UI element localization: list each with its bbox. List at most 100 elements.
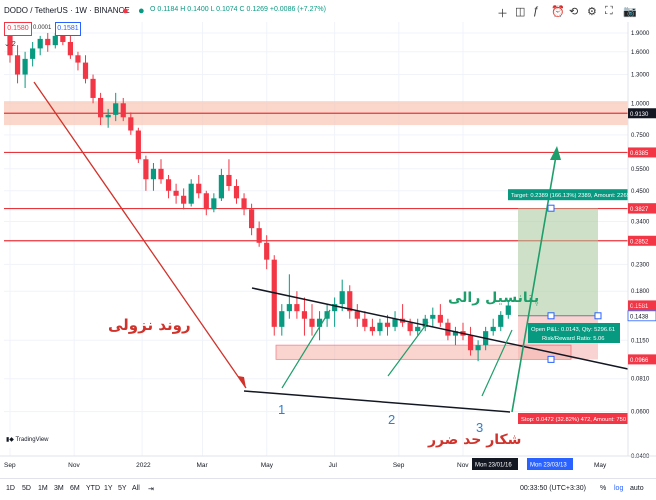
range-1y[interactable]: 1Y	[104, 485, 113, 492]
position-handle	[547, 312, 555, 320]
candle-up	[105, 114, 111, 118]
candle-down	[173, 190, 179, 196]
candle-down	[14, 55, 21, 75]
ask-price-button[interactable]: 0.1581	[55, 22, 81, 36]
candle-down	[196, 183, 202, 194]
candle-down	[467, 335, 474, 351]
spread-value: 0.0001	[33, 25, 52, 31]
candle-up	[316, 318, 323, 327]
percent-toggle[interactable]: %	[600, 485, 607, 492]
time-highlight-start-bg	[472, 458, 518, 470]
range-5d[interactable]: 5D	[22, 485, 31, 492]
time-tick-label: Nov	[68, 462, 80, 469]
replay-icon[interactable]: ⟲	[569, 6, 579, 18]
candle-down	[45, 38, 51, 46]
tradingview-logo[interactable]: ▮◆ TradingView	[4, 432, 54, 448]
time-tick-label: Sep	[393, 462, 405, 469]
candle-down	[75, 55, 81, 63]
candle-down	[347, 291, 353, 312]
candle-up	[422, 318, 428, 327]
candle-down	[445, 322, 451, 336]
clock[interactable]: 00:33:50 (UTC+3:30)	[520, 485, 586, 492]
stop-label: Stop: 0.0472 (32.82%) 472, Amount: 750	[521, 417, 626, 423]
position-handle	[547, 204, 555, 212]
fullscreen-icon[interactable]: ⛶	[605, 5, 613, 17]
bid-price-button[interactable]: 0.1580	[4, 22, 32, 36]
symbol-title[interactable]: DODO / TetherUS · 1W · BINANCE	[4, 6, 130, 15]
range-all[interactable]: All	[132, 485, 140, 492]
settings-icon[interactable]: ⚙	[587, 6, 597, 18]
price-tag-bg	[628, 108, 656, 119]
indicators-icon[interactable]: ƒ	[533, 5, 540, 17]
price-tick-label: 0.5500	[631, 167, 650, 173]
price-tick-label: 0.3400	[631, 220, 650, 226]
price-tick-label: 0.4500	[631, 189, 650, 195]
time-tick-label: May	[261, 462, 274, 469]
candle-up	[218, 174, 224, 199]
price-tick-label: 0.0810	[631, 377, 650, 383]
position-handle	[547, 355, 555, 363]
upper-trendline	[251, 287, 629, 370]
candle-up	[30, 48, 36, 59]
candle-down	[233, 186, 240, 199]
price-tick-label: 0.1150	[631, 338, 650, 344]
candle-down	[158, 168, 164, 180]
time-highlight-start: Mon 23/01/16	[475, 463, 512, 469]
candle-down	[354, 311, 360, 319]
time-tick-label: Nov	[457, 462, 469, 469]
hide-icon[interactable]: ◫	[515, 6, 526, 18]
range-1m[interactable]: 1M	[38, 485, 48, 492]
candle-down	[181, 195, 187, 204]
rally-label: پتانسیل رالی	[448, 290, 539, 306]
price-tag-bg	[628, 147, 656, 158]
candle-down	[264, 242, 270, 260]
stop-label-bg	[518, 413, 630, 424]
candle-down	[135, 130, 141, 160]
price-tick-label: 0.1800	[631, 289, 650, 295]
candle-up	[415, 326, 421, 332]
candle-up	[211, 198, 217, 210]
tradingview-label: TradingView	[15, 437, 49, 443]
price-tick-label: 0.2300	[631, 262, 650, 268]
price-tick-label: 0.0400	[631, 454, 650, 460]
rally-arrowhead	[550, 146, 561, 160]
candle-down	[67, 41, 73, 56]
candle-up	[430, 314, 436, 319]
candle-up	[150, 168, 157, 180]
position-handle	[594, 312, 602, 320]
time-tick-label: Mar	[197, 462, 209, 469]
candle-down	[294, 304, 300, 312]
range-ytd[interactable]: YTD	[86, 485, 100, 492]
live-status-icon: ●	[138, 5, 145, 17]
candle-up	[37, 38, 43, 49]
auto-toggle[interactable]: auto	[630, 485, 644, 492]
wave-1-label: 1	[278, 402, 285, 417]
plus-icon[interactable]: ＋	[497, 8, 508, 20]
candle-down	[82, 62, 89, 79]
range-1d[interactable]: 1D	[6, 485, 15, 492]
range-5y[interactable]: 5Y	[118, 485, 127, 492]
snapshot-icon[interactable]: 📷	[623, 6, 637, 18]
candle-up	[188, 183, 194, 204]
alert-icon[interactable]: ⏰	[551, 6, 565, 18]
candle-down	[143, 159, 149, 180]
price-tag-bg	[628, 235, 656, 246]
countdown-label: 6d 3h	[632, 303, 646, 309]
log-toggle[interactable]: log	[614, 485, 624, 492]
downtrend-arrowhead	[238, 376, 246, 388]
indicator-toggle[interactable]: ⌄ 2	[4, 41, 16, 48]
candle-down	[362, 318, 368, 327]
price-tag: 0.2852	[630, 239, 649, 245]
price-tag-bg	[628, 354, 656, 365]
candle-down	[256, 228, 262, 243]
price-tag: 0.3827	[630, 207, 649, 213]
candle-up	[490, 326, 496, 332]
time-highlight-end-bg	[527, 458, 573, 470]
candle-down	[384, 322, 391, 327]
stop-hunt-label: شکار حد ضرر	[427, 432, 521, 448]
downtrend-label: روند نزولی	[108, 316, 191, 334]
range-3m[interactable]: 3M	[54, 485, 64, 492]
range-6m[interactable]: 6M	[70, 485, 80, 492]
date-range-icon[interactable]: ⇥	[148, 486, 154, 493]
